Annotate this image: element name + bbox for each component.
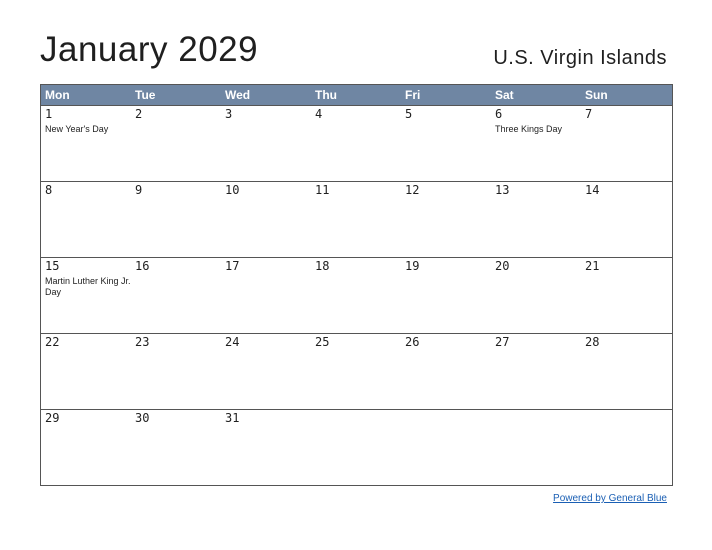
day-cell[interactable] xyxy=(581,410,672,485)
page-title: January 2029 xyxy=(40,30,259,69)
holiday-label: New Year's Day xyxy=(45,124,109,134)
day-number: 27 xyxy=(495,335,510,349)
day-number: 2 xyxy=(135,107,143,121)
weekday-label-fri: Fri xyxy=(405,88,421,102)
day-cell[interactable]: 27 xyxy=(491,334,581,409)
day-cell[interactable]: 26 xyxy=(401,334,491,409)
day-cell[interactable]: 13 xyxy=(491,182,581,257)
day-number: 17 xyxy=(225,259,240,273)
day-number: 29 xyxy=(45,411,60,425)
day-cell[interactable]: 28 xyxy=(581,334,672,409)
day-cell[interactable]: 2 xyxy=(131,106,221,181)
day-cell[interactable]: 23 xyxy=(131,334,221,409)
weekday-label-tue: Tue xyxy=(135,88,156,102)
day-number: 16 xyxy=(135,259,150,273)
week-row: 8 9 10 11 12 13 14 xyxy=(41,181,672,257)
day-cell[interactable]: 4 xyxy=(311,106,401,181)
day-number: 20 xyxy=(495,259,510,273)
day-cell[interactable]: 10 xyxy=(221,182,311,257)
day-cell[interactable]: 5 xyxy=(401,106,491,181)
weekday-label-wed: Wed xyxy=(225,88,251,102)
day-number: 6 xyxy=(495,107,503,121)
day-cell[interactable]: 9 xyxy=(131,182,221,257)
day-cell[interactable]: 14 xyxy=(581,182,672,257)
day-number: 23 xyxy=(135,335,150,349)
week-row: 15 Martin Luther King Jr. Day 16 17 18 19 20 21 xyxy=(41,257,672,333)
day-cell[interactable]: 30 xyxy=(131,410,221,485)
day-cell[interactable]: 1 New Year's Day xyxy=(41,106,131,181)
week-row: 22 23 24 25 26 27 28 xyxy=(41,333,672,409)
calendar-grid: Mon Tue Wed Thu Fri Sat Sun 1 New Year's … xyxy=(40,84,673,486)
day-number: 26 xyxy=(405,335,420,349)
day-cell[interactable]: 25 xyxy=(311,334,401,409)
day-number: 15 xyxy=(45,259,60,273)
day-number: 5 xyxy=(405,107,413,121)
day-cell[interactable] xyxy=(311,410,401,485)
day-cell[interactable] xyxy=(491,410,581,485)
day-cell[interactable]: 24 xyxy=(221,334,311,409)
day-number: 19 xyxy=(405,259,420,273)
day-cell[interactable]: 7 xyxy=(581,106,672,181)
day-number: 1 xyxy=(45,107,53,121)
day-cell[interactable]: 12 xyxy=(401,182,491,257)
day-number: 25 xyxy=(315,335,330,349)
day-number: 13 xyxy=(495,183,510,197)
holiday-label: Martin Luther King Jr. Day xyxy=(45,276,131,297)
day-cell[interactable]: 3 xyxy=(221,106,311,181)
day-cell[interactable]: 19 xyxy=(401,258,491,333)
day-number: 10 xyxy=(225,183,240,197)
day-cell[interactable]: 11 xyxy=(311,182,401,257)
day-number: 8 xyxy=(45,183,53,197)
week-row: 1 New Year's Day 2 3 4 5 6 Three Kings Day 7 xyxy=(41,105,672,181)
day-number: 24 xyxy=(225,335,240,349)
day-number: 18 xyxy=(315,259,330,273)
weeks-container: 1 New Year's Day 2 3 4 5 6 Three Kings Day 7 8 9 10… xyxy=(41,105,672,485)
day-cell[interactable]: 16 xyxy=(131,258,221,333)
day-cell[interactable]: 22 xyxy=(41,334,131,409)
day-number: 21 xyxy=(585,259,600,273)
day-cell[interactable] xyxy=(401,410,491,485)
day-number: 12 xyxy=(405,183,420,197)
weekday-header-row: Mon Tue Wed Thu Fri Sat Sun xyxy=(41,85,672,105)
day-number: 7 xyxy=(585,107,593,121)
powered-by-link[interactable]: Powered by General Blue xyxy=(553,493,667,504)
day-number: 31 xyxy=(225,411,240,425)
holiday-label: Three Kings Day xyxy=(495,124,563,134)
weekday-label-thu: Thu xyxy=(315,88,337,102)
day-cell[interactable]: 20 xyxy=(491,258,581,333)
day-cell[interactable]: 17 xyxy=(221,258,311,333)
day-number: 9 xyxy=(135,183,143,197)
day-number: 22 xyxy=(45,335,60,349)
day-number: 14 xyxy=(585,183,600,197)
day-cell[interactable]: 15 Martin Luther King Jr. Day xyxy=(41,258,131,333)
day-number: 4 xyxy=(315,107,323,121)
region-label: U.S. Virgin Islands xyxy=(493,47,667,69)
day-cell[interactable]: 31 xyxy=(221,410,311,485)
weekday-label-sun: Sun xyxy=(585,88,608,102)
day-number: 30 xyxy=(135,411,150,425)
day-cell[interactable]: 29 xyxy=(41,410,131,485)
day-cell[interactable]: 8 xyxy=(41,182,131,257)
day-number: 28 xyxy=(585,335,600,349)
day-cell[interactable]: 6 Three Kings Day xyxy=(491,106,581,181)
weekday-label-sat: Sat xyxy=(495,88,514,102)
day-cell[interactable]: 21 xyxy=(581,258,672,333)
day-cell[interactable]: 18 xyxy=(311,258,401,333)
weekday-label-mon: Mon xyxy=(45,88,70,102)
day-number: 11 xyxy=(315,183,330,197)
day-number: 3 xyxy=(225,107,233,121)
week-row: 29 30 31 xyxy=(41,409,672,485)
